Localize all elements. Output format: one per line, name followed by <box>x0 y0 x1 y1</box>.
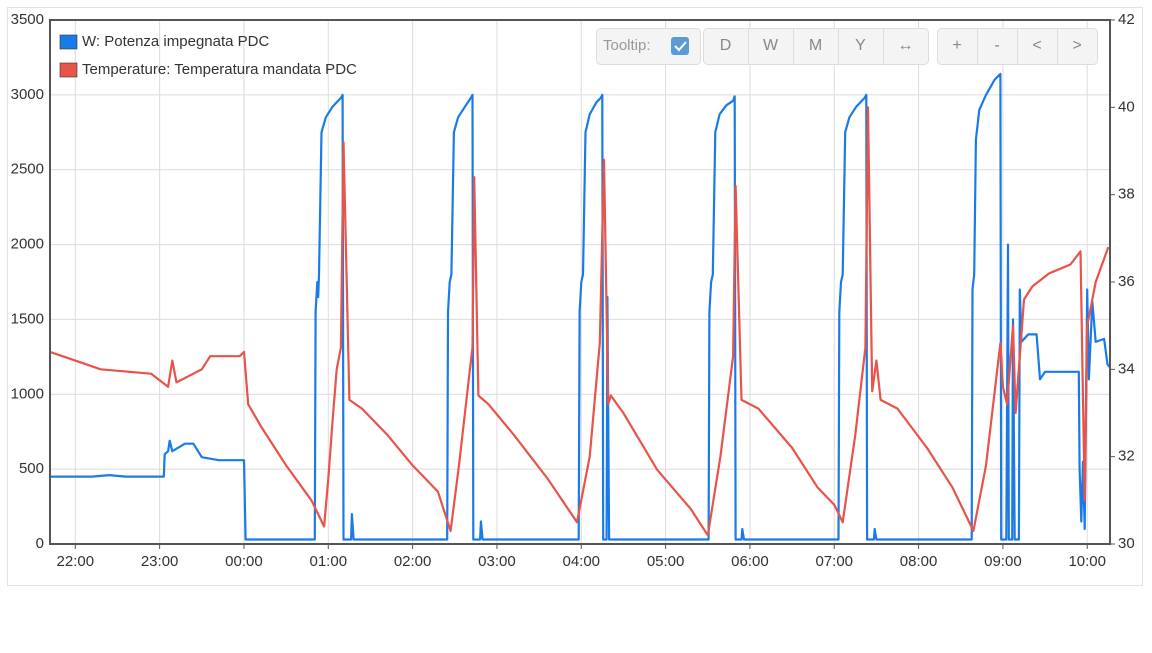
toolbar-button[interactable]: > <box>1072 37 1081 54</box>
y2-tick-label: 30 <box>1118 535 1135 552</box>
panel-border <box>7 7 1143 586</box>
y-tick-label: 3000 <box>11 86 44 103</box>
x-tick-label: 09:00 <box>984 553 1022 570</box>
y2-tick-label: 42 <box>1118 11 1135 28</box>
x-tick-label: 03:00 <box>478 553 516 570</box>
y2-tick-label: 36 <box>1118 273 1135 290</box>
data-line <box>50 72 1111 541</box>
x-tick-label: 06:00 <box>731 553 769 570</box>
toolbar-button[interactable]: W <box>763 37 779 54</box>
x-tick-label: 02:00 <box>394 553 432 570</box>
y-tick-label: 3500 <box>11 11 44 28</box>
y-tick-label: 2000 <box>11 236 44 253</box>
x-tick-label: 00:00 <box>225 553 263 570</box>
legend-label: W: Potenza impegnata PDC <box>82 33 269 50</box>
x-tick-label: 23:00 <box>141 553 179 570</box>
y-tick-label: 2500 <box>11 161 44 178</box>
x-tick-label: 22:00 <box>57 553 95 570</box>
y2-tick-label: 40 <box>1118 98 1135 115</box>
data-line <box>49 106 1110 537</box>
legend-swatch <box>59 34 78 50</box>
plot-frame <box>49 19 1111 545</box>
x-tick-label: 05:00 <box>647 553 685 570</box>
x-tick-label: 08:00 <box>900 553 938 570</box>
y-tick-label: 0 <box>36 535 44 552</box>
tooltip-label: Tooltip: <box>603 37 651 54</box>
x-tick-label: 01:00 <box>310 553 348 570</box>
y2-tick-label: 38 <box>1118 186 1135 203</box>
x-tick-label: 04:00 <box>562 553 600 570</box>
checkmark <box>674 41 687 52</box>
legend-label: Temperature: Temperatura mandata PDC <box>82 61 357 78</box>
toolbar-group <box>703 28 929 65</box>
toolbar-button[interactable]: ↔ <box>898 37 914 54</box>
y-tick-label: 1500 <box>11 310 44 327</box>
legend-swatch <box>59 62 78 78</box>
y-tick-label: 1000 <box>11 385 44 402</box>
toolbar-button[interactable]: < <box>1032 37 1041 54</box>
y-tick-label: 500 <box>19 460 44 477</box>
y2-tick-label: 32 <box>1118 448 1135 465</box>
toolbar-button[interactable]: Y <box>855 37 866 54</box>
tooltip-checkbox[interactable] <box>671 37 689 55</box>
x-tick-label: 10:00 <box>1068 553 1106 570</box>
y2-tick-label: 34 <box>1118 360 1135 377</box>
toolbar-button[interactable]: D <box>720 37 732 54</box>
x-tick-label: 07:00 <box>815 553 853 570</box>
toolbar-button[interactable]: + <box>952 37 961 54</box>
toolbar-button[interactable]: M <box>809 37 822 54</box>
toolbar-button[interactable]: - <box>994 37 999 54</box>
